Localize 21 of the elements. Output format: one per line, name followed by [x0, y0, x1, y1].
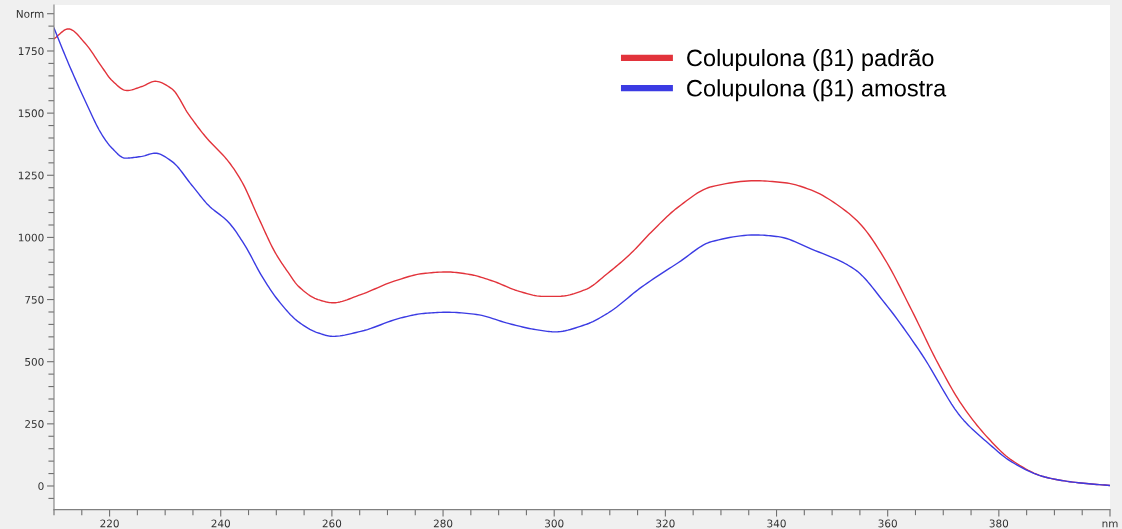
x-tick-label: 260 [322, 519, 342, 528]
y-tick-label: 1000 [18, 233, 44, 242]
x-tick-label: 240 [211, 519, 230, 528]
y-tick-label: 500 [25, 357, 44, 366]
y-tick-label: 1250 [18, 171, 44, 180]
y-tick-label: 750 [25, 295, 44, 304]
y-tick-label: Norm [16, 10, 44, 18]
x-tick-label: nm [1102, 521, 1118, 528]
x-tick-label: 280 [433, 519, 453, 528]
x-tick-label: 340 [767, 519, 786, 528]
legend-label: Colupulona (β1) padrão [687, 48, 934, 71]
y-tick-label: 250 [25, 420, 44, 428]
x-tick-label: 300 [545, 519, 564, 528]
x-tick-label: 220 [100, 519, 119, 528]
y-tick-label: 1750 [18, 47, 44, 56]
legend-label: Colupulona (β1) amostra [687, 79, 947, 102]
y-tick-label: 0 [38, 482, 44, 491]
x-tick-label: 360 [878, 519, 897, 528]
x-tick-label: 320 [656, 519, 675, 528]
y-tick-label: 1500 [18, 109, 44, 118]
x-tick-label: 380 [989, 519, 1009, 528]
